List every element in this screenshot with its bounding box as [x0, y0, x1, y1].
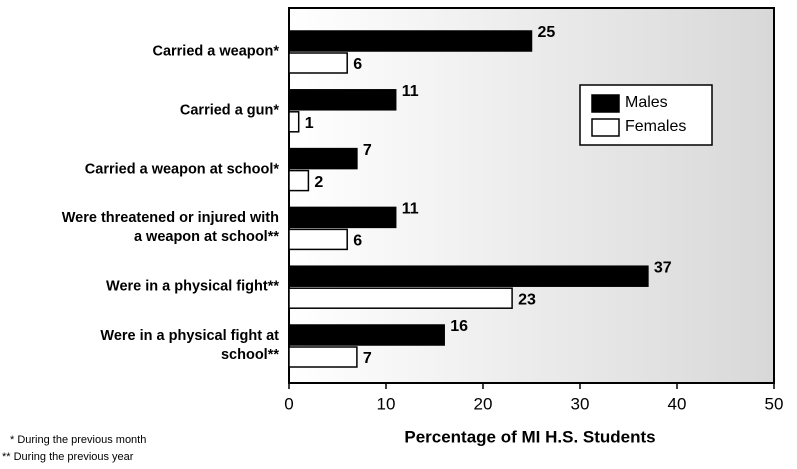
- bar: [288, 111, 300, 133]
- legend-label: Males: [625, 94, 668, 111]
- category-label: Carried a weapon*: [152, 43, 279, 60]
- bar: [288, 346, 358, 368]
- legend-swatch: [591, 118, 620, 137]
- category-label: Were threatened or injured with a weapon…: [61, 210, 279, 246]
- bar: [288, 265, 649, 287]
- footnote: * During the previous month: [10, 434, 146, 446]
- x-tick-label: 0: [284, 394, 293, 413]
- bar: [288, 147, 358, 170]
- value-label: 7: [363, 350, 372, 367]
- value-label: 6: [353, 56, 362, 73]
- category-label: Were in a physical fight at school**: [100, 328, 279, 363]
- bar: [288, 228, 348, 251]
- x-tick-label: 20: [474, 394, 493, 413]
- x-tick-label: 40: [668, 394, 687, 413]
- value-label: 1: [305, 115, 314, 132]
- x-tick-label: 50: [765, 394, 784, 413]
- bar: [288, 324, 445, 346]
- value-label: 6: [353, 233, 362, 250]
- bar: [288, 30, 533, 52]
- legend-label: Females: [625, 118, 686, 135]
- x-tick-label: 30: [571, 394, 590, 413]
- category-label: Carried a weapon at school*: [84, 161, 279, 178]
- value-label: 25: [538, 24, 556, 41]
- x-tick-label: 10: [377, 394, 396, 413]
- bar: [288, 169, 310, 192]
- category-label: Carried a gun*: [179, 102, 279, 119]
- bar: [288, 89, 397, 111]
- plot-area: [288, 7, 775, 384]
- bar: [288, 206, 397, 229]
- legend-swatch: [591, 94, 620, 113]
- value-label: 7: [363, 142, 372, 159]
- bar: [288, 52, 348, 74]
- value-label: 37: [654, 259, 672, 276]
- value-label: 23: [518, 291, 536, 308]
- value-label: 11: [402, 83, 419, 100]
- value-label: 2: [314, 174, 323, 191]
- footnote: ** During the previous year: [2, 451, 134, 463]
- x-axis-label: Percentage of MI H.S. Students: [404, 427, 655, 446]
- category-label: Were in a physical fight**: [106, 278, 279, 295]
- bar: [288, 287, 513, 309]
- value-label: 11: [402, 201, 419, 218]
- value-label: 16: [450, 318, 468, 335]
